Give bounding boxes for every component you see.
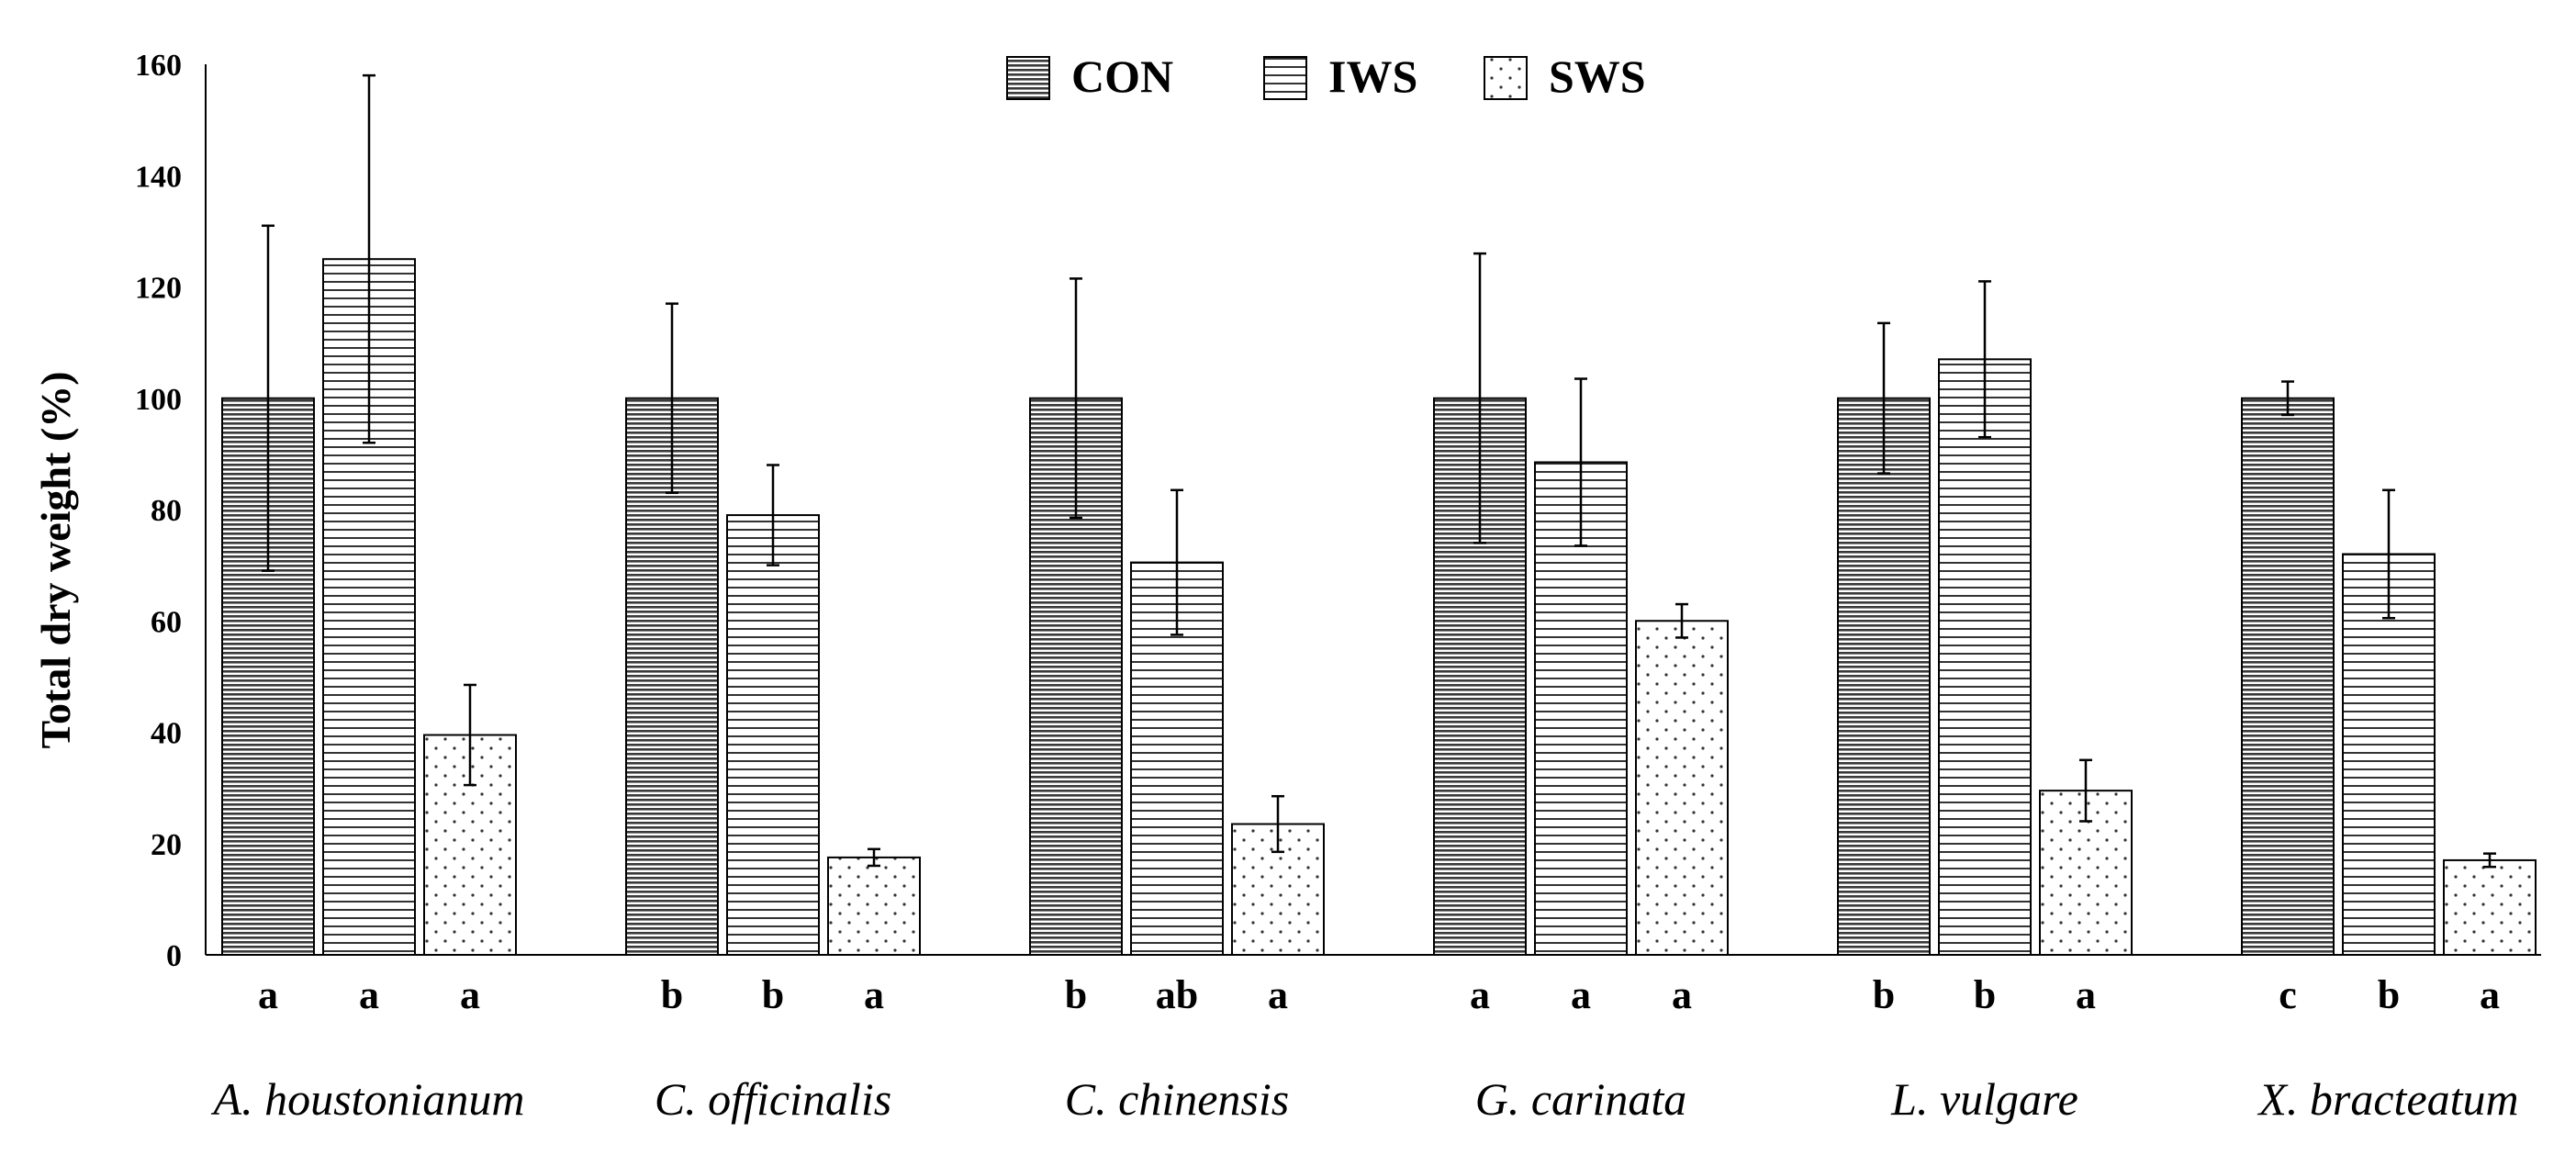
y-tick-label: 140 <box>135 160 182 194</box>
bar-iws <box>1938 358 2032 956</box>
bar-con <box>2241 397 2335 956</box>
legend-swatch-iws <box>1263 56 1307 100</box>
category-label: C. chinensis <box>1065 1073 1289 1125</box>
significance-letter: b <box>1974 972 1996 1017</box>
category-label: G. carinata <box>1475 1073 1687 1125</box>
significance-letter: a <box>258 972 278 1017</box>
significance-letter: b <box>1873 972 1895 1017</box>
significance-letter: c <box>2279 972 2297 1017</box>
y-tick-label: 160 <box>135 49 182 83</box>
significance-letter: b <box>2378 972 2400 1017</box>
significance-letter: ab <box>1156 972 1198 1017</box>
y-axis: 0 20 40 60 80 100 120 140 160 <box>135 49 2541 973</box>
bar-sws <box>1635 620 1729 956</box>
significance-letter: a <box>1672 972 1692 1017</box>
bar-iws <box>2342 553 2436 956</box>
bars-group <box>221 73 2537 956</box>
y-tick-label: 40 <box>151 717 182 751</box>
category-label: A. houstonianum <box>211 1073 525 1125</box>
legend-swatch-con <box>1006 56 1050 100</box>
category-label: X. bracteatum <box>2257 1073 2518 1125</box>
significance-letter: a <box>1470 972 1490 1017</box>
legend-label-con: CON <box>1071 50 1173 102</box>
y-axis-label: Total dry weight (%) <box>32 371 79 748</box>
significance-letter: a <box>2480 972 2500 1017</box>
significance-letter: b <box>762 972 784 1017</box>
bar-con <box>1837 397 1931 956</box>
y-tick-label: 20 <box>151 828 182 862</box>
legend: CON IWS SWS <box>1006 50 1646 102</box>
significance-letter: a <box>460 972 480 1017</box>
y-tick-label: 100 <box>135 383 182 417</box>
significance-letter: a <box>1571 972 1591 1017</box>
legend-label-iws: IWS <box>1328 50 1417 102</box>
legend-label-sws: SWS <box>1549 50 1646 102</box>
significance-letter: a <box>2076 972 2096 1017</box>
category-label: C. officinalis <box>655 1073 891 1125</box>
significance-letter: b <box>661 972 683 1017</box>
bar-sws <box>827 856 921 956</box>
significance-letter: a <box>359 972 379 1017</box>
significance-letter: a <box>864 972 884 1017</box>
y-tick-label: 0 <box>166 939 182 973</box>
category-label: L. vulgare <box>1890 1073 2078 1125</box>
legend-swatch-sws <box>1484 56 1528 100</box>
y-tick-label: 60 <box>151 605 182 639</box>
bar-iws <box>726 514 820 956</box>
y-tick-label: 120 <box>135 272 182 306</box>
significance-letter: a <box>1268 972 1288 1017</box>
bar-sws <box>2443 858 2537 956</box>
significance-letter: b <box>1065 972 1087 1017</box>
y-tick-label: 80 <box>151 494 182 528</box>
